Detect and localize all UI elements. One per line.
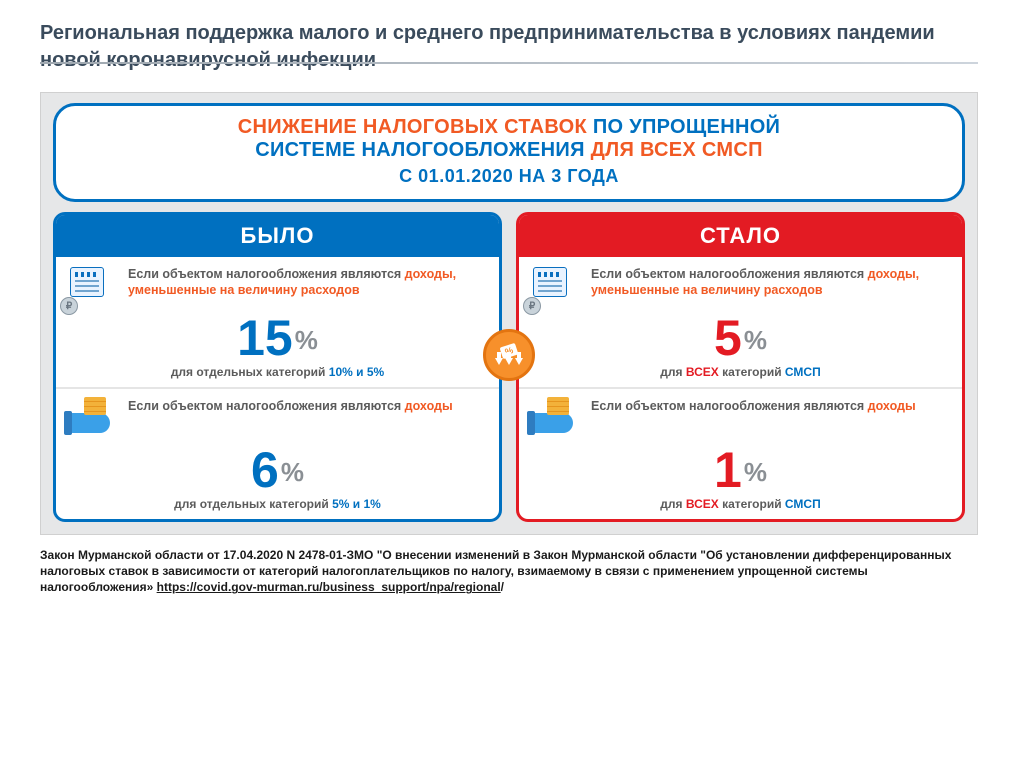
headline-2a: СИСТЕМЕ НАЛОГООБЛОЖЕНИЯ [255,139,590,161]
citation-link[interactable]: https://covid.gov-murman.ru/business_sup… [157,580,501,594]
document-ruble-icon: ₽ [533,267,581,311]
column-after-header: СТАЛО [519,215,962,257]
after-1-desc: Если объектом налогообложения являются д… [591,267,948,298]
before-2-desc: Если объектом налогообложения являются д… [128,399,453,415]
after-cell-2: Если объектом налогообложения являются д… [519,387,962,519]
headline-1b: ПО УПРОЩЕННОЙ [593,116,780,138]
headline-line2: СИСТЕМЕ НАЛОГООБЛОЖЕНИЯ ДЛЯ ВСЕХ СМСП [76,139,942,162]
percent-sign: % [744,457,767,487]
before-2-value: 6 [251,445,279,495]
after-1-value: 5 [714,313,742,363]
before-1-value: 15 [237,313,293,363]
before-1-desc: Если объектом налогообложения являются д… [128,267,485,298]
before-cell-2: Если объектом налогообложения являются д… [56,387,499,519]
headline-line1: СНИЖЕНИЕ НАЛОГОВЫХ СТАВОК ПО УПРОЩЕННОЙ [76,116,942,139]
percent-sign: % [744,325,767,355]
infographic-panel: СНИЖЕНИЕ НАЛОГОВЫХ СТАВОК ПО УПРОЩЕННОЙ … [40,92,978,535]
after-2-footnote: для ВСЕХ категорий СМСП [533,497,948,511]
before-cell-1: ₽ Если объектом налогообложения являются… [56,257,499,387]
after-2-desc: Если объектом налогообложения являются д… [591,399,916,415]
after-cell-1: ₽ Если объектом налогообложения являются… [519,257,962,387]
column-before-header: БЫЛО [56,215,499,257]
hand-coins-icon [70,399,118,443]
headline-sub: С 01.01.2020 НА 3 ГОДА [76,166,942,187]
column-after: СТАЛО ₽ Если объектом налогообложения яв… [516,212,965,522]
citation: Закон Мурманской области от 17.04.2020 N… [40,547,978,596]
headline-box: СНИЖЕНИЕ НАЛОГОВЫХ СТАВОК ПО УПРОЩЕННОЙ … [53,103,965,202]
headline-2b: ДЛЯ ВСЕХ СМСП [591,139,763,161]
before-1-footnote: для отдельных категорий 10% и 5% [70,365,485,379]
comparison-columns: % БЫЛО ₽ Если объектом [53,212,965,522]
percent-sign: % [281,457,304,487]
after-1-footnote: для ВСЕХ категорий СМСП [533,365,948,379]
reduction-badge: % [483,329,535,381]
headline-1a: СНИЖЕНИЕ НАЛОГОВЫХ СТАВОК [238,116,593,138]
percent-down-icon: % [483,329,535,381]
after-2-value: 1 [714,445,742,495]
before-2-footnote: для отдельных категорий 5% и 1% [70,497,485,511]
document-ruble-icon: ₽ [70,267,118,311]
hand-coins-icon [533,399,581,443]
page-title: Региональная поддержка малого и среднего… [40,20,978,74]
column-before: БЫЛО ₽ Если объектом налогообложения явл… [53,212,502,522]
percent-sign: % [295,325,318,355]
